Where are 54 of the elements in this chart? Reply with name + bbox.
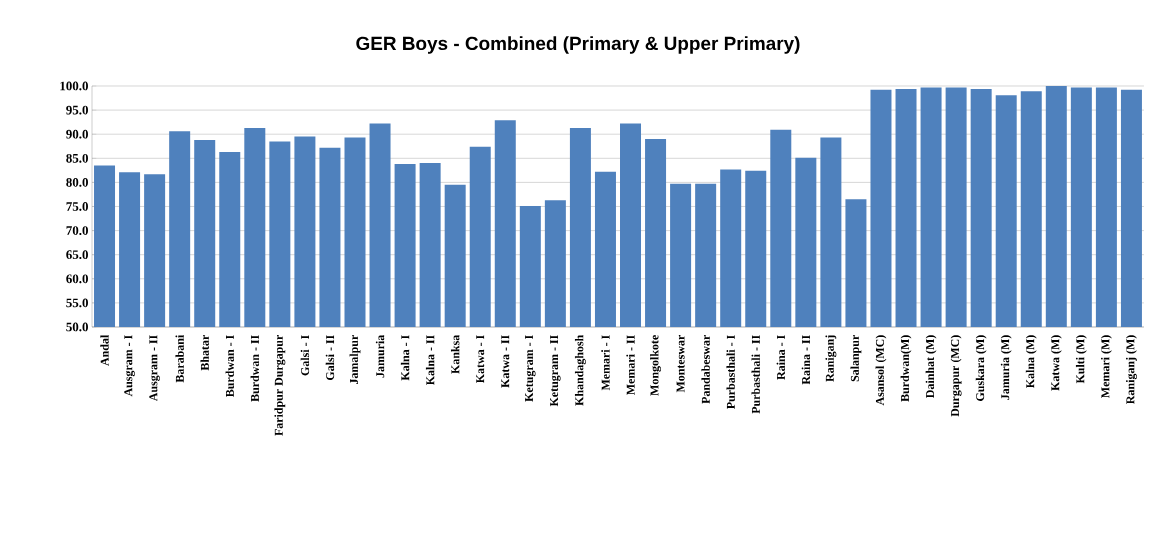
y-tick-label: 70.0	[66, 226, 88, 235]
x-tick-label: Ketugram - II	[550, 335, 561, 407]
x-tick-label: Jamalpur	[349, 335, 361, 385]
y-tick-label: 65.0	[66, 250, 88, 260]
y-tick-label: 60.0	[66, 274, 88, 284]
x-tick-label: Purbasthali - II	[751, 335, 760, 414]
x-tick-label: Raniganj (M)	[1125, 335, 1137, 404]
x-tick-label: Memari (M)	[1100, 335, 1112, 398]
x-tick-label: Ausgram - I	[124, 335, 135, 397]
x-tick-label: Memari - II	[626, 335, 635, 395]
x-tick-label: Katwa - II	[501, 335, 510, 388]
x-tick-label: Salanpur	[850, 335, 862, 382]
x-tick-label: Kulti (M)	[1075, 335, 1087, 384]
y-tick-label: 100.0	[60, 81, 88, 91]
x-tick-label: Andal	[100, 334, 109, 366]
x-tick-label: Ausgram - II	[149, 335, 160, 402]
x-tick-label: Raina - II	[801, 335, 811, 385]
y-tick-label: 55.0	[66, 298, 88, 308]
x-tick-label: Mongolkote	[650, 335, 662, 396]
y-tick-label: 80.0	[66, 178, 88, 187]
x-tick-label: Khandaghosh	[574, 334, 586, 406]
y-tick-label: 75.0	[66, 202, 88, 211]
x-tick-label: Barabani	[175, 334, 184, 383]
x-tick-label: Bhatar	[200, 335, 209, 371]
x-tick-label: Raina - I	[776, 335, 785, 380]
x-tick-label: Jamuria	[375, 334, 385, 378]
x-tick-label: Ketugram - I	[525, 335, 536, 402]
x-tick-label: Kanksa	[450, 334, 460, 374]
y-tick-label: 50.0	[66, 322, 88, 332]
x-tick-label: Katwa - I	[476, 335, 485, 384]
x-tick-label: Kalna - II	[425, 335, 435, 386]
x-tick-label: Raniganj	[825, 335, 837, 382]
x-tick-label: Katwa (M)	[1050, 335, 1062, 391]
x-tick-label: Durgapur (MC)	[950, 335, 962, 417]
x-tick-label: Burdwan - II	[250, 335, 260, 402]
x-tick-label: Galsi - II	[325, 335, 335, 381]
y-tick-label: 95.0	[66, 105, 88, 115]
x-tick-label: Dainhat (M)	[925, 335, 937, 398]
y-tick-label: 85.0	[66, 153, 88, 163]
x-tick-label: Memari - I	[601, 335, 610, 391]
x-tick-label: Pandabeswar	[701, 335, 710, 404]
x-tick-label: Purbasthali - I	[726, 335, 735, 409]
chart-title: GER Boys - Combined (Primary & Upper Primary)	[356, 36, 800, 54]
x-tick-label: Kalna (M)	[1025, 335, 1037, 389]
x-tick-label: Monteswar	[676, 335, 685, 393]
x-tick-label: Burdwan - I	[225, 335, 234, 398]
x-tick-label: Asansol (MC)	[875, 335, 887, 406]
y-tick-label: 90.0	[66, 129, 88, 139]
x-tick-label: Burdwan(M)	[900, 335, 912, 402]
x-tick-label: Guskara (M)	[975, 335, 987, 401]
x-tick-label: Kalna - I	[400, 335, 410, 381]
x-tick-label: Faridpur Durgapur	[274, 335, 286, 436]
x-tick-label: Jamuria (M)	[1000, 335, 1012, 400]
x-tick-label: Galsi - I	[300, 335, 310, 376]
